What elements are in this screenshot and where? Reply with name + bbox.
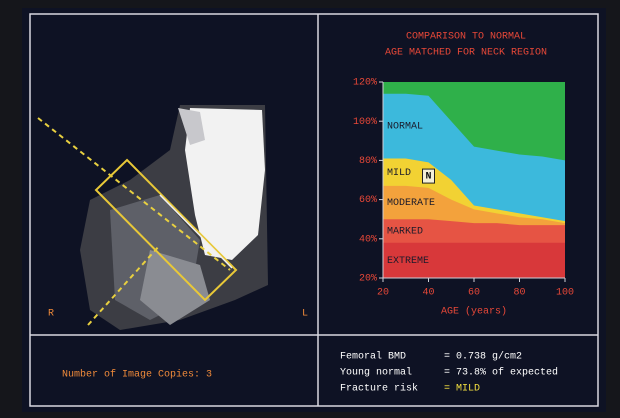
scan-label: R — [48, 309, 54, 320]
patient-marker-label: N — [425, 172, 431, 183]
x-tick-label: 100 — [556, 288, 574, 299]
result-value: = MILD — [444, 384, 480, 395]
zone-label: MILD — [387, 168, 411, 179]
screen: R L Number of Image Copies: 3 COMPARISON… — [0, 0, 620, 418]
result-label: Young normal — [340, 367, 412, 379]
result-label: Fracture risk — [340, 383, 418, 395]
result-label: Femoral BMD — [340, 351, 406, 363]
x-tick-label: 20 — [377, 288, 389, 299]
x-tick-label: 40 — [422, 288, 434, 299]
y-tick-label: 60% — [359, 195, 377, 206]
zone-label: MODERATE — [387, 198, 435, 209]
y-tick-label: 100% — [353, 117, 377, 128]
x-axis-label: AGE (years) — [441, 306, 507, 318]
chart-subtitle: AGE MATCHED FOR NECK REGION — [385, 48, 547, 59]
result-value: = 0.738 g/cm2 — [444, 351, 522, 363]
zone-label: NORMAL — [387, 122, 423, 133]
x-tick-label: 60 — [468, 288, 480, 299]
copies: Number of Image Copies: 3 — [62, 369, 212, 381]
chart-title: COMPARISON TO NORMAL — [406, 32, 526, 43]
zone-label: EXTREME — [387, 256, 429, 267]
page: R L Number of Image Copies: 3 COMPARISON… — [0, 0, 620, 418]
result-value: = 73.8% of expected — [444, 367, 558, 379]
scan-label: L — [302, 309, 308, 320]
y-tick-label: 80% — [359, 156, 377, 167]
zone-label: MARKED — [387, 227, 423, 238]
y-tick-label: 40% — [359, 234, 377, 245]
y-tick-label: 120% — [353, 78, 377, 89]
y-tick-label: 20% — [359, 274, 377, 285]
x-tick-label: 80 — [513, 288, 525, 299]
